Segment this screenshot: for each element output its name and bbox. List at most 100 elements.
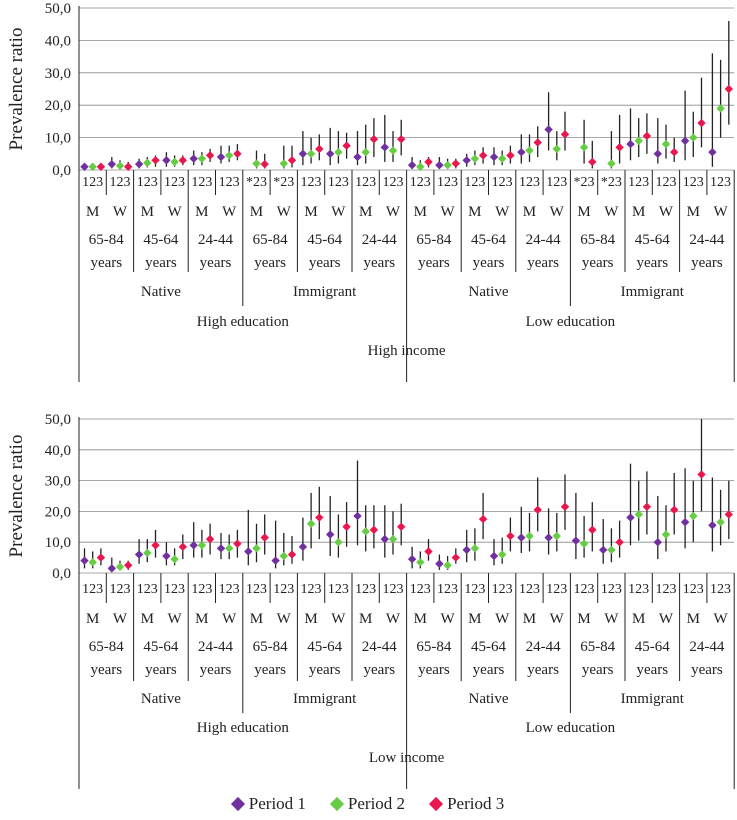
legend-marker-period-2 [329,796,344,812]
sex-label: W [495,204,510,220]
sex-label: W [222,204,237,220]
data-point [716,517,725,527]
data-point [216,152,226,162]
data-point [670,505,679,515]
y-tick-label: 10,0 [45,535,71,551]
period-tick-label: 123 [546,175,567,190]
education-label: Low education [526,314,616,330]
y-tick-label: 50,0 [45,412,71,428]
age-label: 24-44 [362,639,397,655]
data-point [626,139,635,149]
data-point [252,544,261,553]
data-point [544,533,553,542]
age-suffix-label: years [473,662,505,678]
data-point [189,541,198,550]
age-suffix-label: years [582,255,614,271]
data-point [571,536,581,545]
education-label: High education [197,720,290,736]
period-tick-label: *23 [601,175,622,190]
data-point [478,514,488,524]
age-label: 65-84 [580,639,615,655]
data-point [517,147,526,157]
data-point [216,544,226,553]
period-tick-label: 123 [574,582,595,597]
data-point [560,130,570,139]
data-point [205,151,215,160]
data-point [435,160,444,170]
data-point [233,539,242,548]
data-point [369,135,379,144]
period-tick-label: 123 [191,582,212,597]
legend-item-period-2: Period 2 [329,794,405,814]
data-point [579,539,589,548]
data-point [615,538,624,547]
age-suffix-label: years [418,662,450,678]
period-tick-label: 123 [710,175,731,190]
data-point [342,141,351,150]
data-point [416,558,425,567]
data-point [353,511,362,521]
data-point [470,154,480,163]
sex-label: W [113,204,128,220]
sex-label: W [222,611,237,627]
period-tick-label: 123 [82,582,103,597]
y-tick-label: 10,0 [45,131,71,147]
period-tick-label: 123 [655,175,676,190]
sex-label: W [604,204,619,220]
origin-label: Immigrant [293,284,357,300]
data-point [334,147,343,157]
data-point [653,149,662,158]
data-point [607,545,616,555]
period-tick-label: 123 [328,582,349,597]
data-point [326,530,335,539]
age-suffix-label: years [582,662,614,678]
sex-label: W [713,611,728,627]
data-point [424,547,433,556]
period-tick-label: 123 [683,582,704,597]
data-point [544,125,553,134]
age-suffix-label: years [145,662,177,678]
data-point [560,502,570,511]
data-point [197,541,207,550]
data-point [525,146,534,155]
data-point [407,160,417,170]
y-tick-label: 20,0 [45,504,71,520]
data-point [124,162,133,171]
age-suffix-label: years [90,255,122,271]
data-point [588,525,597,535]
sex-label: W [386,204,401,220]
origin-label: Immigrant [621,691,685,707]
data-point [661,530,671,539]
data-point [552,144,561,154]
age-suffix-label: years [418,255,450,271]
data-point [107,159,116,169]
data-point [88,162,97,171]
period-tick-label: 123 [137,582,158,597]
data-point [178,542,187,552]
age-label: 24-44 [362,232,397,248]
age-suffix-label: years [636,662,668,678]
y-tick-label: 0,0 [52,163,71,179]
data-point [134,550,144,559]
data-point [306,519,316,528]
period-tick-label: 123 [109,175,130,190]
age-label: 65-84 [89,232,124,248]
y-axis-label: Prevalence ratio [6,28,27,151]
data-point [642,502,652,511]
education-label: High education [197,314,290,330]
data-point [233,149,242,158]
age-label: 45-64 [143,232,178,248]
y-tick-label: 50,0 [45,1,71,17]
period-tick-label: 123 [246,582,267,597]
data-point [315,513,324,522]
legend: Period 1 Period 2 Period 3 [0,794,737,814]
period-tick-label: 123 [628,582,649,597]
data-point [462,156,471,165]
data-point [361,147,370,157]
age-label: 24-44 [689,232,724,248]
age-suffix-label: years [636,255,668,271]
age-label: 45-64 [307,639,342,655]
age-label: 45-64 [471,639,506,655]
period-tick-label: 123 [492,582,513,597]
origin-label: Native [469,284,509,300]
